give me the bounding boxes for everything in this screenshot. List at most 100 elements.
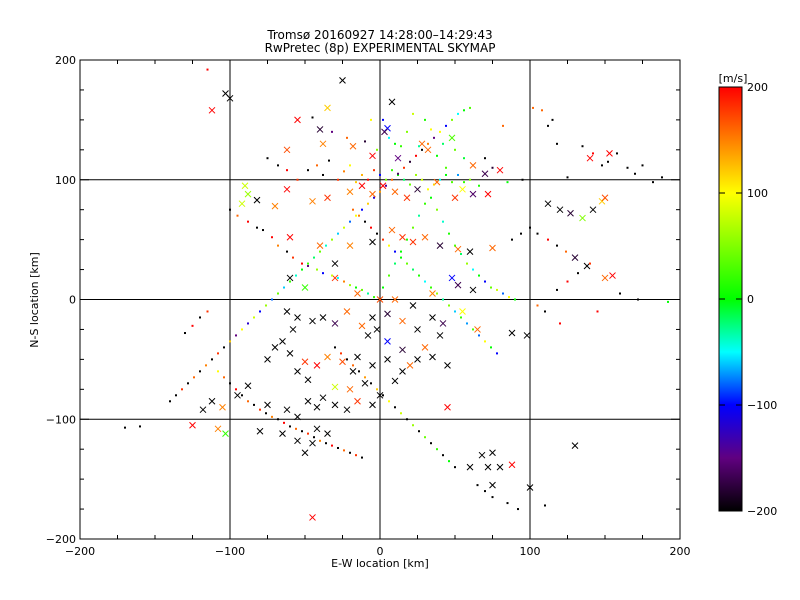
scatter-point-dot	[529, 226, 531, 229]
scatter-point-dot	[427, 142, 429, 145]
y-tick-label: 200	[55, 54, 76, 67]
scatter-point-dot	[283, 286, 285, 289]
scatter-point-x	[478, 451, 486, 459]
x-marker-stroke	[384, 356, 391, 363]
scatter-point-x	[589, 206, 597, 214]
scatter-point-dot	[193, 376, 195, 379]
scatter-point-dot	[229, 208, 231, 211]
scatter-point-x	[414, 185, 421, 193]
x-marker-stroke	[409, 238, 417, 246]
scatter-point-dot	[445, 173, 447, 176]
scatter-point-x	[354, 290, 361, 297]
x-marker-stroke	[304, 376, 312, 384]
scatter-point-x	[444, 403, 451, 411]
scatter-point-dot	[409, 183, 411, 186]
scatter-point-dot	[352, 364, 354, 367]
x-marker-stroke	[331, 383, 339, 391]
x-tick-label: −100	[215, 545, 245, 558]
scatter-point-dot	[436, 154, 438, 157]
scatter-point-dot	[496, 288, 498, 291]
colorbar-tick-label: −100	[747, 399, 777, 412]
x-marker-stroke	[469, 286, 477, 294]
x-marker-stroke	[226, 94, 234, 102]
scatter-point-dot	[472, 268, 474, 271]
scatter-point-dot	[403, 166, 405, 169]
x-marker-stroke	[384, 338, 391, 345]
colorbar-tick-label: 100	[747, 187, 768, 200]
scatter-point-dot	[592, 152, 594, 155]
x-marker-stroke	[484, 463, 492, 471]
scatter-point-x	[253, 196, 261, 204]
x-marker-stroke	[436, 332, 444, 339]
scatter-point-x	[496, 166, 504, 174]
scatter-point-x	[309, 197, 316, 205]
scatter-point-dot	[412, 268, 414, 271]
scatter-point-dot	[391, 178, 393, 181]
scatter-point-x	[466, 463, 474, 471]
x-marker-stroke	[301, 358, 309, 366]
scatter-point-x	[579, 214, 586, 222]
scatter-point-dot	[427, 188, 429, 191]
scatter-point-dot	[355, 181, 357, 184]
scatter-point-dot	[259, 408, 261, 411]
scatter-point-dot	[301, 268, 303, 271]
y-tick-label: 100	[55, 174, 76, 187]
scatter-point-dot	[400, 412, 402, 415]
x-marker-stroke	[238, 200, 246, 208]
colorbar: [m/s] 200 100 0 −100 −200	[718, 72, 777, 518]
scatter-point-x	[508, 329, 516, 337]
scatter-point-x	[369, 238, 376, 246]
scatter-point-x	[469, 162, 477, 169]
scatter-point-dot	[433, 183, 435, 186]
grid-lines	[80, 60, 680, 539]
scatter-point-x	[294, 314, 301, 321]
data-points	[124, 68, 669, 521]
scatter-point-dot	[361, 173, 363, 176]
scatter-point-dot	[253, 316, 255, 319]
scatter-point-x	[489, 481, 496, 489]
scatter-point-x	[399, 233, 406, 241]
scatter-point-dot	[364, 376, 366, 379]
scatter-point-x	[309, 439, 316, 447]
scatter-point-x	[238, 200, 246, 208]
scatter-point-dot	[491, 496, 494, 499]
colorbar-tick-label: −200	[747, 505, 777, 518]
scatter-point-x	[448, 274, 456, 282]
scatter-point-x	[346, 242, 354, 249]
scatter-point-x	[279, 338, 286, 345]
x-marker-stroke	[459, 185, 466, 193]
scatter-point-dot	[206, 310, 209, 313]
scatter-point-dot	[236, 214, 239, 217]
scatter-point-dot	[355, 214, 357, 217]
x-marker-stroke	[279, 430, 286, 437]
scatter-point-dot	[532, 106, 534, 109]
scatter-point-x	[244, 382, 252, 390]
x-marker-stroke	[369, 314, 376, 321]
scatter-point-dot	[448, 304, 450, 307]
scatter-point-x	[394, 154, 402, 162]
scatter-point-dot	[307, 262, 309, 265]
x-marker-stroke	[313, 403, 321, 411]
scatter-point-dot	[463, 157, 465, 160]
scatter-point-dot	[316, 268, 318, 271]
x-marker-stroke	[571, 442, 579, 449]
scatter-point-x	[316, 126, 324, 133]
x-marker-stroke	[349, 367, 357, 375]
scatter-point-dot	[556, 288, 558, 291]
x-marker-stroke	[208, 106, 216, 114]
x-marker-stroke	[448, 134, 456, 142]
scatter-point-dot	[358, 370, 360, 373]
scatter-point-x	[214, 425, 222, 433]
scatter-point-dot	[454, 310, 456, 313]
scatter-point-x	[567, 209, 574, 217]
x-marker-stroke	[436, 242, 444, 249]
scatter-point-dot	[229, 340, 231, 343]
x-tick-label: −200	[65, 545, 95, 558]
x-marker-stroke	[601, 274, 609, 282]
x-marker-stroke	[324, 104, 331, 112]
scatter-point-dot	[463, 109, 465, 112]
scatter-point-x	[324, 104, 331, 112]
scatter-point-dot	[388, 400, 390, 403]
scatter-point-dot	[506, 181, 509, 184]
scatter-point-dot	[187, 382, 189, 385]
